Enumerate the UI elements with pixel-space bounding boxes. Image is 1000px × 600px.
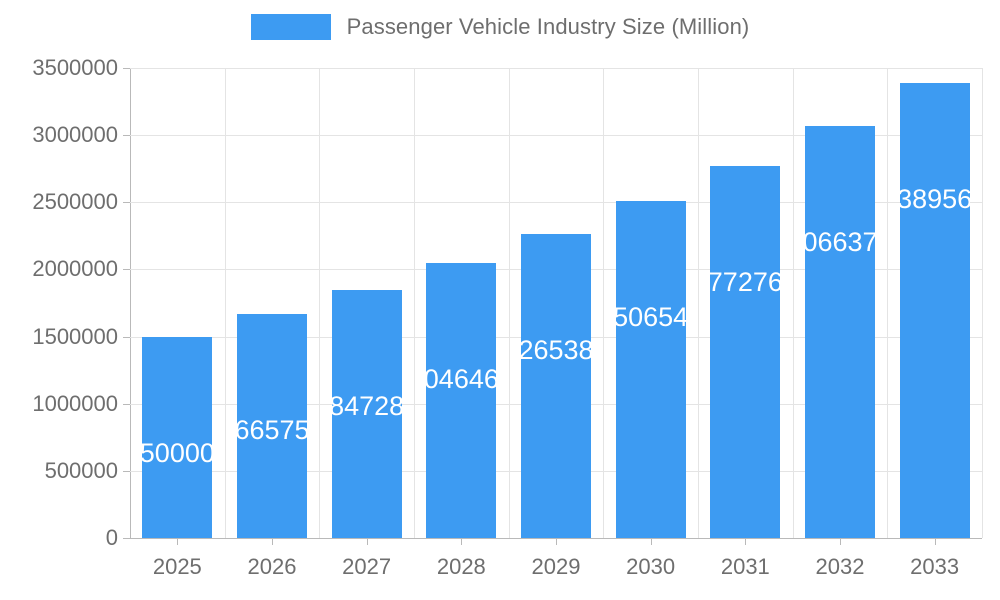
y-axis-tick-label: 1500000 — [32, 323, 118, 349]
y-axis-tick-label: 1000000 — [32, 390, 118, 416]
gridline-horizontal — [130, 202, 982, 204]
bar-value-label: 1665750 — [236, 415, 307, 446]
gridline-vertical — [792, 68, 794, 538]
bar-value-label: 3389560 — [899, 183, 970, 214]
bar-group-2030: 2506545 2030 — [603, 68, 698, 579]
x-axis-tick-label: 2028 — [436, 554, 486, 579]
bar-2032[interactable]: 3066370 — [804, 126, 875, 538]
gridline-vertical — [508, 68, 510, 538]
legend-label: Passenger Vehicle Industry Size (Million… — [346, 14, 750, 39]
bar-group-2026: 1665750 2026 — [225, 68, 320, 579]
x-tick-mark — [555, 538, 557, 545]
x-tick-mark — [745, 538, 747, 545]
y-tick-mark — [123, 202, 130, 204]
bar-value-label: 1500000 — [142, 437, 213, 468]
x-axis-tick-label: 2027 — [342, 554, 392, 579]
x-tick-mark — [934, 538, 936, 545]
y-axis-line — [130, 68, 131, 538]
bar-2030[interactable]: 2506545 — [615, 201, 686, 538]
bar-group-2031: 2772765 2031 — [698, 68, 793, 579]
x-axis-tick-label: 2030 — [626, 554, 676, 579]
bar-value-label: 2506545 — [615, 302, 686, 333]
x-tick-mark — [650, 538, 652, 545]
y-tick-mark — [123, 403, 130, 405]
gridline-vertical — [887, 68, 889, 538]
bar-2027[interactable]: 1847285 — [331, 289, 402, 538]
y-tick-mark — [123, 135, 130, 137]
bar-2033[interactable]: 3389560 — [899, 82, 970, 538]
x-tick-mark — [839, 538, 841, 545]
y-axis-tick-label: 3000000 — [32, 122, 118, 148]
bar-group-2028: 2046465 2028 — [414, 68, 509, 579]
bar-value-label: 1847285 — [331, 390, 402, 421]
plot-area: 0 500000 1000000 1500000 2000000 2500000 30000… — [32, 55, 983, 579]
gridline-vertical — [414, 68, 415, 538]
x-tick-mark — [461, 538, 463, 545]
bar-2025[interactable]: 1500000 — [142, 336, 213, 538]
bar-value-label: 2046465 — [426, 364, 497, 395]
bar-group-2033: 3389560 2033 — [887, 68, 982, 579]
bar-group-2025: 1500000 2025 — [130, 68, 225, 579]
gridline-vertical — [698, 68, 699, 538]
y-axis-tick-label: 3500000 — [32, 55, 118, 80]
x-axis-tick-label: 2031 — [720, 554, 770, 579]
chart-legend: Passenger Vehicle Industry Size (Million… — [0, 14, 1000, 40]
x-axis-tick-label: 2032 — [815, 554, 865, 579]
bar-value-label: 2265385 — [520, 334, 591, 365]
bar-2029[interactable]: 2265385 — [520, 233, 591, 538]
gridline-vertical — [224, 68, 226, 538]
bar-value-label: 2772765 — [710, 266, 781, 297]
bar-2026[interactable]: 1665750 — [236, 314, 307, 538]
x-axis-tick-label: 2029 — [531, 554, 581, 579]
y-tick-mark — [123, 538, 130, 539]
x-tick-mark — [177, 538, 179, 545]
y-axis-tick-label: 2500000 — [32, 189, 118, 215]
gridline-vertical — [319, 68, 321, 538]
x-tick-mark — [271, 538, 273, 545]
bar-2028[interactable]: 2046465 — [426, 263, 497, 538]
bar-value-label: 3066370 — [804, 227, 875, 258]
legend-entry-passenger-vehicle-industry-size[interactable]: Passenger Vehicle Industry Size (Million… — [250, 14, 750, 40]
x-axis-tick-label: 2033 — [910, 554, 960, 579]
gridline-vertical — [603, 68, 605, 538]
gridline-vertical — [982, 68, 983, 538]
bar-group-2032: 3066370 2032 — [793, 68, 888, 579]
legend-color-swatch — [250, 14, 331, 40]
x-axis-tick-label: 2025 — [152, 554, 202, 579]
gridline-horizontal — [130, 135, 982, 137]
y-axis-tick-label: 2000000 — [32, 256, 118, 282]
bar-group-2027: 1847285 2027 — [319, 68, 414, 579]
bar-2031[interactable]: 2772765 — [710, 165, 781, 538]
gridline-horizontal — [130, 68, 982, 69]
y-tick-mark — [123, 470, 130, 472]
y-tick-mark — [123, 68, 130, 69]
x-axis-tick-label: 2026 — [247, 554, 297, 579]
y-tick-mark — [123, 336, 130, 338]
y-axis-tick-label: 0 — [105, 525, 118, 550]
y-axis-tick-label: 500000 — [44, 457, 118, 483]
x-tick-mark — [366, 538, 368, 545]
y-tick-mark — [123, 269, 130, 271]
bar-group-2029: 2265385 2029 — [509, 68, 604, 579]
